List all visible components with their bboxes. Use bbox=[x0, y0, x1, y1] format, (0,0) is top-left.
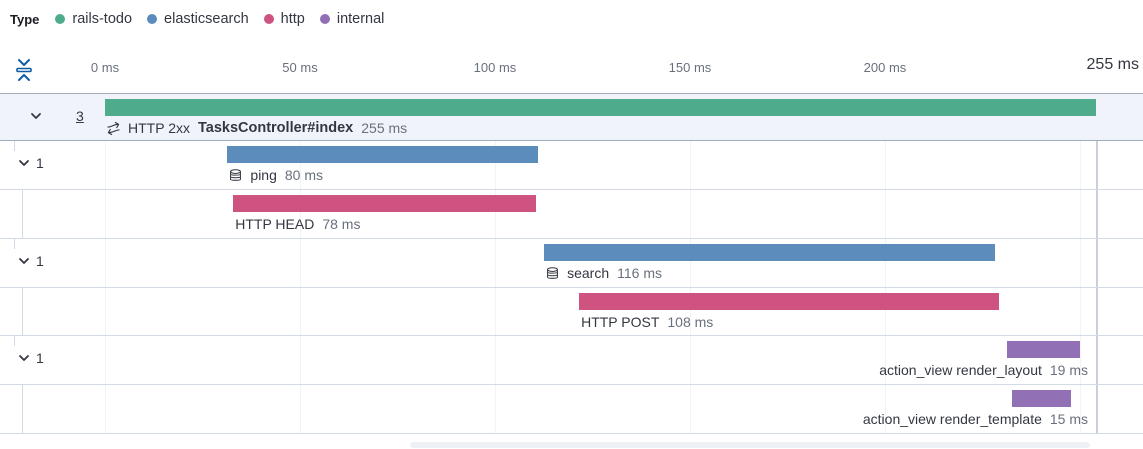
chevron-down-icon[interactable] bbox=[28, 108, 44, 124]
span-duration: 108 ms bbox=[667, 314, 714, 330]
tree-guide bbox=[14, 336, 15, 346]
fold-icon bbox=[14, 59, 34, 86]
legend-dot-icon bbox=[319, 14, 330, 24]
child-count-link[interactable]: 3 bbox=[76, 108, 84, 124]
database-icon bbox=[229, 168, 242, 182]
child-count-link[interactable]: 1 bbox=[36, 253, 44, 269]
legend-dot-icon bbox=[263, 14, 274, 24]
axis-end-label: 255 ms bbox=[1086, 56, 1139, 73]
legend-title: Type bbox=[10, 11, 40, 27]
span-bar[interactable] bbox=[227, 146, 539, 163]
span-name: action_view render_layout bbox=[879, 362, 1042, 378]
type-legend: Type rails-todo elasticsearch http inter… bbox=[10, 9, 399, 29]
tree-guide bbox=[14, 239, 15, 249]
span-name: action_view render_template bbox=[862, 411, 1042, 427]
waterfall-row-span: HTTP POST 108 ms bbox=[0, 288, 1143, 336]
gridline bbox=[885, 93, 886, 434]
waterfall-row-span: action_view render_template 15 ms bbox=[0, 385, 1143, 434]
database-icon bbox=[546, 266, 559, 280]
axis-tick-50ms: 50 ms bbox=[282, 60, 318, 75]
span-duration: 116 ms bbox=[617, 265, 663, 281]
chevron-down-icon[interactable] bbox=[16, 155, 32, 171]
transaction-name: TasksController#index bbox=[197, 120, 354, 136]
legend-dot-icon bbox=[147, 14, 158, 24]
axis-tick-100ms: 100 ms bbox=[473, 60, 517, 75]
axis-tick-0ms: 0 ms bbox=[90, 60, 120, 75]
gridline bbox=[495, 93, 496, 434]
span-bar[interactable] bbox=[1012, 390, 1071, 407]
gridline bbox=[300, 93, 301, 434]
chevron-down-icon[interactable] bbox=[16, 350, 32, 366]
span-bar[interactable] bbox=[1006, 341, 1081, 358]
span-label[interactable]: ping 80 ms bbox=[229, 166, 323, 184]
gridline bbox=[1080, 93, 1081, 434]
merge-icon bbox=[107, 121, 120, 135]
waterfall-chart: 3 HTTP 2xx TasksController#index 255 ms bbox=[0, 93, 1143, 434]
span-label[interactable]: action_view render_layout 19 ms bbox=[879, 361, 1088, 379]
transaction-result: HTTP 2xx bbox=[128, 120, 190, 136]
child-count-link[interactable]: 1 bbox=[36, 155, 44, 171]
tree-guide bbox=[22, 288, 23, 335]
gridline bbox=[105, 93, 106, 434]
span-label[interactable]: HTTP HEAD 78 ms bbox=[235, 215, 360, 233]
axis-tick-200ms: 200 ms bbox=[863, 60, 907, 75]
tree-guide bbox=[14, 141, 15, 151]
span-name: ping bbox=[250, 167, 277, 183]
legend-item-internal[interactable]: internal bbox=[319, 11, 384, 27]
transaction-bar[interactable] bbox=[105, 99, 1096, 116]
span-duration: 19 ms bbox=[1049, 362, 1088, 378]
waterfall-row-span: 1 search 116 ms bbox=[0, 239, 1143, 288]
waterfall-row-span: HTTP HEAD 78 ms bbox=[0, 190, 1143, 239]
legend-dot-icon bbox=[55, 14, 66, 24]
legend-item-elasticsearch[interactable]: elasticsearch bbox=[147, 11, 249, 27]
waterfall-row-transaction: 3 HTTP 2xx TasksController#index 255 ms bbox=[0, 93, 1143, 141]
tree-guide bbox=[22, 385, 23, 433]
legend-item-rails-todo[interactable]: rails-todo bbox=[55, 11, 132, 27]
span-bar[interactable] bbox=[579, 293, 999, 310]
span-label[interactable]: action_view render_template 15 ms bbox=[863, 410, 1088, 428]
span-duration: 78 ms bbox=[322, 216, 361, 232]
chevron-down-icon[interactable] bbox=[16, 253, 32, 269]
span-bar[interactable] bbox=[544, 244, 995, 261]
waterfall-row-span: 1 ping 80 ms bbox=[0, 141, 1143, 190]
transaction-duration: 255 ms bbox=[361, 120, 408, 136]
span-label[interactable]: search 116 ms bbox=[546, 264, 662, 282]
legend-item-http[interactable]: http bbox=[263, 11, 305, 27]
child-count-link[interactable]: 1 bbox=[36, 350, 44, 366]
axis-tick-150ms: 150 ms bbox=[668, 60, 712, 75]
gridline bbox=[690, 93, 691, 434]
waterfall-row-span: 1 action_view render_layout 19 ms bbox=[0, 336, 1143, 385]
span-duration: 80 ms bbox=[284, 167, 323, 183]
horizontal-scrollbar-thumb[interactable] bbox=[410, 442, 1090, 448]
tree-guide bbox=[22, 190, 23, 238]
span-name: HTTP POST bbox=[581, 314, 660, 330]
collapse-all-button[interactable] bbox=[13, 57, 35, 85]
span-name: HTTP HEAD bbox=[235, 216, 315, 232]
transaction-label[interactable]: HTTP 2xx TasksController#index 255 ms bbox=[107, 119, 407, 137]
gridline-trace-end bbox=[1096, 93, 1098, 434]
span-name: search bbox=[567, 265, 610, 281]
span-duration: 15 ms bbox=[1049, 411, 1088, 427]
span-bar[interactable] bbox=[233, 195, 537, 212]
span-label[interactable]: HTTP POST 108 ms bbox=[581, 313, 713, 331]
